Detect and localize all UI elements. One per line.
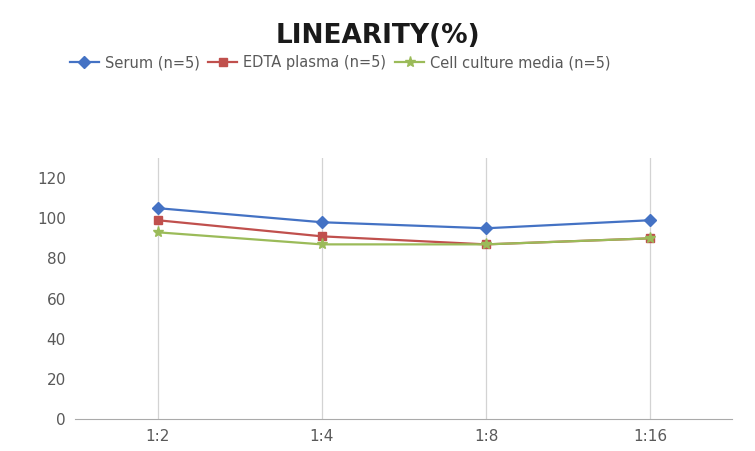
Line: EDTA plasma (n=5): EDTA plasma (n=5) [153, 216, 655, 249]
Cell culture media (n=5) [153, 230, 162, 235]
Serum (n=5) [153, 206, 162, 211]
EDTA plasma (n=5) [153, 217, 162, 223]
EDTA plasma (n=5) [482, 242, 491, 247]
Serum (n=5) [317, 220, 326, 225]
Cell culture media (n=5) [317, 242, 326, 247]
Serum (n=5) [482, 226, 491, 231]
Line: Serum (n=5): Serum (n=5) [153, 204, 655, 232]
EDTA plasma (n=5) [646, 235, 655, 241]
Cell culture media (n=5) [646, 235, 655, 241]
Legend: Serum (n=5), EDTA plasma (n=5), Cell culture media (n=5): Serum (n=5), EDTA plasma (n=5), Cell cul… [69, 55, 611, 70]
Cell culture media (n=5) [482, 242, 491, 247]
Text: LINEARITY(%): LINEARITY(%) [275, 23, 480, 49]
EDTA plasma (n=5) [317, 234, 326, 239]
Line: Cell culture media (n=5): Cell culture media (n=5) [152, 227, 656, 250]
Serum (n=5) [646, 217, 655, 223]
